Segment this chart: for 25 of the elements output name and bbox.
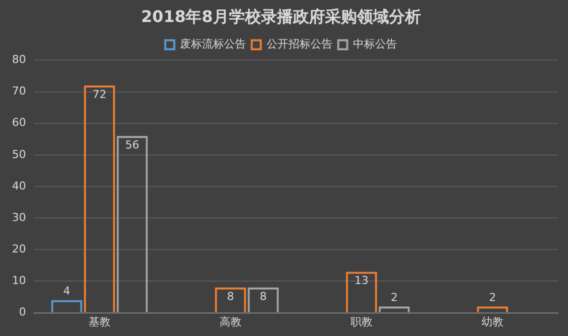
legend-label: 公开招标公告 (266, 38, 332, 51)
legend-label: 中标公告 (352, 38, 397, 51)
y-tick-label: 50 (12, 148, 26, 161)
y-tick-label: 40 (12, 179, 26, 192)
data-label: 8 (260, 290, 267, 303)
y-tick-label: 10 (12, 274, 26, 288)
y-tick-label: 20 (12, 242, 26, 256)
x-tick-label: 幼教 (482, 315, 504, 328)
x-tick-label: 高教 (220, 315, 242, 328)
chart-title: 2018年8月学校录播政府采购领域分析 (141, 6, 421, 26)
data-label: 2 (489, 290, 496, 304)
y-tick-label: 60 (12, 116, 26, 130)
legend-label: 废标流标公告 (180, 38, 246, 51)
data-label: 72 (92, 88, 106, 101)
x-tick-label: 职教 (350, 315, 372, 328)
data-label: 4 (63, 284, 70, 298)
data-label: 56 (125, 138, 140, 152)
y-tick-label: 0 (18, 306, 26, 319)
data-label: 2 (390, 290, 398, 304)
y-tick-label: 70 (12, 84, 26, 98)
data-label: 8 (227, 290, 234, 303)
x-tick-label: 基教 (88, 315, 110, 328)
y-tick-label: 30 (12, 210, 26, 224)
data-label: 13 (354, 274, 368, 288)
y-tick-label: 80 (12, 53, 26, 66)
